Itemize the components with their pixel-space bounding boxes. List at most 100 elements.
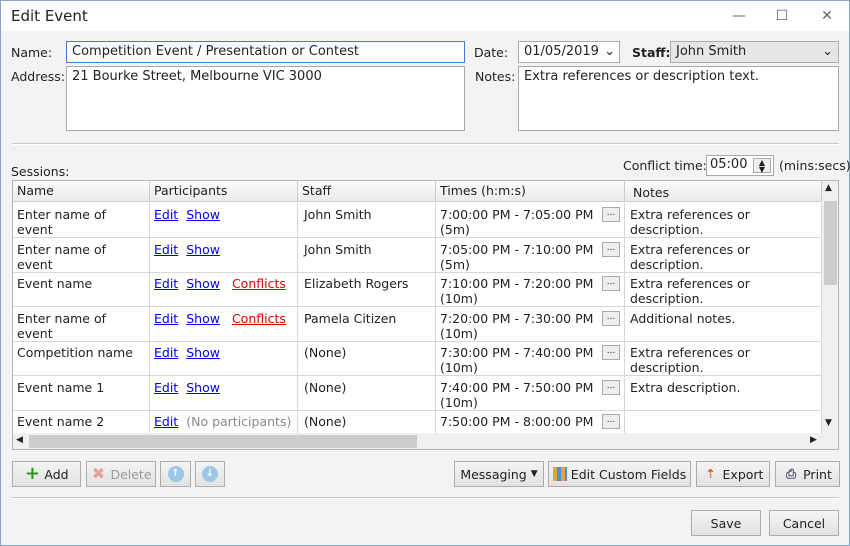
close-button[interactable]: ✕ <box>821 8 833 24</box>
printer-icon: ⎙ <box>786 466 797 481</box>
horizontal-scroll-thumb[interactable] <box>29 435 417 448</box>
session-name: Enter name of event <box>17 241 106 272</box>
export-icon: ⇡ <box>705 466 716 481</box>
column-header-notes[interactable]: Notes <box>625 181 822 202</box>
sessions-table: Name Participants Staff Times (h:m:s) No… <box>12 180 839 450</box>
name-input[interactable]: Competition Event / Presentation or Cont… <box>66 41 465 63</box>
scroll-down-icon[interactable]: ▼ <box>825 418 832 428</box>
show-participants-link[interactable]: Show <box>186 276 220 291</box>
vertical-scrollbar[interactable]: ▲ ▼ <box>822 181 838 433</box>
edit-times-button[interactable]: ... <box>602 379 620 395</box>
vertical-scroll-thumb[interactable] <box>824 201 837 285</box>
cell-staff: (None) <box>298 375 436 411</box>
edit-participants-link[interactable]: Edit <box>154 414 179 429</box>
edit-participants-link[interactable]: Edit <box>154 207 179 222</box>
print-button[interactable]: ⎙ Print <box>775 461 840 487</box>
save-button[interactable]: Save <box>691 510 761 536</box>
chevron-down-icon: ⌄ <box>822 44 833 59</box>
edit-participants-link[interactable]: Edit <box>154 241 179 257</box>
add-button[interactable]: + Add <box>12 461 81 487</box>
edit-participants-link[interactable]: Edit <box>154 345 179 360</box>
move-up-button[interactable]: ↑ <box>160 461 191 487</box>
edit-times-button[interactable]: ... <box>602 310 620 326</box>
edit-custom-fields-button[interactable]: Edit Custom Fields <box>548 461 691 487</box>
cell-participants: Edit Show Conflicts <box>150 272 298 307</box>
column-header-times[interactable]: Times (h:m:s) <box>436 181 625 202</box>
notes-input[interactable]: Extra references or description text. <box>518 66 839 131</box>
edit-times-button[interactable]: ... <box>602 241 620 257</box>
cell-notes: Extra description. <box>625 375 822 411</box>
arrow-down-icon: ↓ <box>202 466 218 482</box>
column-header-staff[interactable]: Staff <box>298 181 436 202</box>
edit-participants-link[interactable]: Edit <box>154 310 179 326</box>
edit-participants-link[interactable]: Edit <box>154 276 179 291</box>
show-participants-link[interactable]: Show <box>186 345 220 360</box>
session-notes: Extra references or description. <box>630 241 750 272</box>
cell-name: Event name 1 <box>13 375 150 411</box>
title-bar: Edit Event — ☐ ✕ <box>1 1 849 31</box>
edit-times-button[interactable]: ... <box>602 276 620 291</box>
cancel-button[interactable]: Cancel <box>769 510 839 536</box>
session-times: 7:50:00 PM - 8:00:00 PM <box>440 414 594 429</box>
scroll-right-icon[interactable]: ▶ <box>810 435 817 445</box>
session-times: 7:40:00 PM - 7:50:00 PM <box>440 379 594 395</box>
horizontal-scrollbar[interactable]: ◀ ▶ <box>13 433 838 449</box>
cell-staff: Pamela Citizen <box>298 306 436 342</box>
table-row[interactable]: Event name 2 Edit (No participants) (None) 7… <box>13 410 822 445</box>
conflicts-link[interactable]: Conflicts <box>231 310 286 326</box>
move-down-button[interactable]: ↓ <box>195 461 225 487</box>
divider <box>12 497 839 499</box>
table-row[interactable]: Event name Edit Show Conflicts Elizabeth Rog… <box>13 272 822 307</box>
scroll-left-icon[interactable]: ◀ <box>16 435 23 445</box>
conflict-time-spinner[interactable]: 05:00 ▲ ▼ <box>706 155 774 176</box>
cell-times: 7:00:00 PM - 7:05:00 PM (5m)... <box>436 203 625 238</box>
edit-times-button[interactable]: ... <box>602 207 620 222</box>
session-notes: Extra description. <box>630 379 741 395</box>
scroll-up-icon[interactable]: ▲ <box>825 183 832 193</box>
table-row[interactable]: Competition name Edit Show (None) 7:30:00 PM… <box>13 341 822 376</box>
cell-staff: John Smith <box>298 237 436 273</box>
table-row[interactable]: Enter name of event Edit Show John Smith 7:0… <box>13 203 822 238</box>
staff-value: John Smith <box>676 44 747 59</box>
session-staff: John Smith <box>304 207 372 222</box>
column-header-name[interactable]: Name <box>13 181 150 202</box>
cell-notes: Additional notes. <box>625 306 822 342</box>
minimize-button[interactable]: — <box>732 8 746 24</box>
show-participants-link[interactable]: Show <box>186 310 220 326</box>
chevron-down-icon: ⌄ <box>604 44 615 59</box>
messaging-button[interactable]: Messaging ▼ <box>454 461 544 487</box>
edit-participants-link[interactable]: Edit <box>154 379 179 395</box>
table-row[interactable]: Enter name of event Edit Show Conflicts Pame… <box>13 306 822 342</box>
conflicts-link[interactable]: Conflicts <box>231 276 286 291</box>
show-participants-link[interactable]: Show <box>186 379 220 395</box>
export-button[interactable]: ⇡ Export <box>696 461 770 487</box>
session-name: Competition name <box>17 345 133 360</box>
date-picker[interactable]: 01/05/2019 ⌄ <box>518 41 620 63</box>
arrow-up-icon: ↑ <box>167 466 184 482</box>
table-grid-icon <box>552 467 567 481</box>
sessions-label: Sessions: <box>11 164 70 179</box>
edit-times-button[interactable]: ... <box>602 414 620 429</box>
session-times: 7:30:00 PM - 7:40:00 PM <box>440 345 594 360</box>
cell-name: Enter name of event <box>13 237 150 273</box>
cell-staff: John Smith <box>298 203 436 238</box>
delete-button[interactable]: ✖ Delete <box>86 461 156 487</box>
show-participants-link[interactable]: Show <box>186 207 220 222</box>
spin-arrows-icon[interactable]: ▲ ▼ <box>753 158 771 174</box>
session-times: 7:00:00 PM - 7:05:00 PM <box>440 207 594 222</box>
edit-times-button[interactable]: ... <box>602 345 620 360</box>
session-staff: Pamela Citizen <box>304 310 397 326</box>
column-header-participants[interactable]: Participants <box>150 181 298 202</box>
session-name: Event name <box>17 276 93 291</box>
notes-label: Notes: <box>475 69 516 84</box>
staff-select[interactable]: John Smith ⌄ <box>670 41 839 63</box>
show-participants-link[interactable]: Show <box>186 241 220 257</box>
plus-icon: + <box>24 463 40 484</box>
table-row[interactable]: Enter name of event Edit Show John Smith 7:0… <box>13 237 822 273</box>
cell-notes: Extra references or description. <box>625 203 822 238</box>
cell-name: Event name 2 <box>13 410 150 445</box>
address-input[interactable]: 21 Bourke Street, Melbourne VIC 3000 <box>66 66 465 131</box>
maximize-button[interactable]: ☐ <box>775 8 789 24</box>
table-row[interactable]: Event name 1 Edit Show (None) 7:40:00 PM - 7… <box>13 375 822 411</box>
